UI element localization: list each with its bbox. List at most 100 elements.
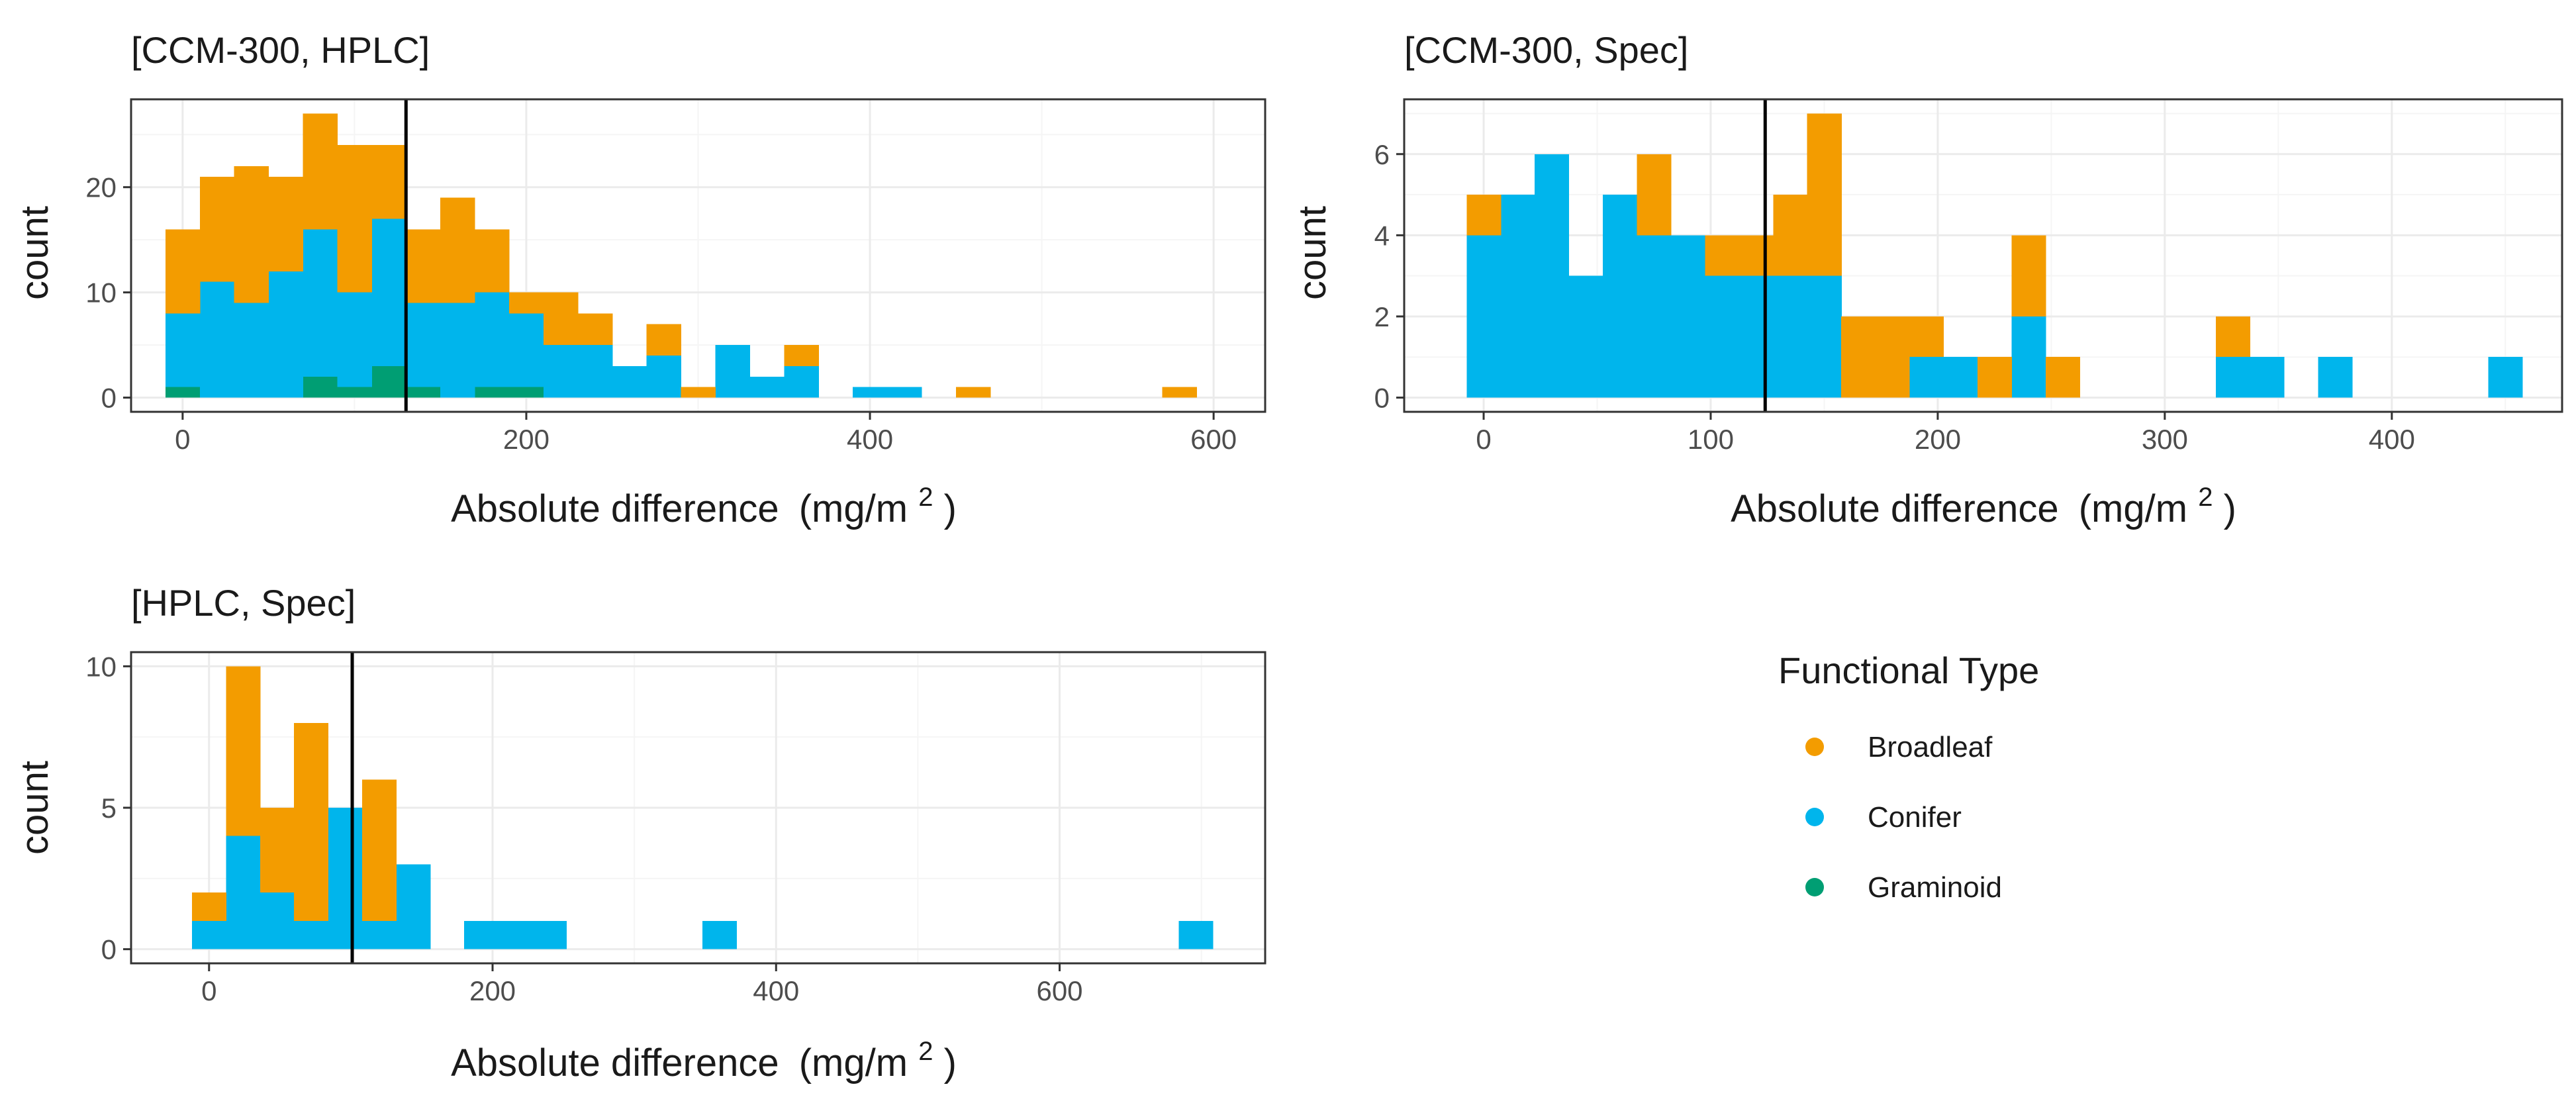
- legend-label-graminoid: Graminoid: [1868, 871, 2002, 904]
- bar-broadleaf: [1977, 357, 2012, 398]
- y-tick-label: 2: [1374, 301, 1390, 332]
- bar-broadleaf: [226, 666, 261, 836]
- bar-conifer: [226, 836, 261, 949]
- bar-conifer: [887, 387, 922, 398]
- bar-broadleaf: [475, 229, 510, 293]
- bar-graminoid: [337, 387, 372, 398]
- bar-broadleaf: [260, 808, 295, 893]
- bar-conifer: [362, 920, 397, 949]
- x-axis-label-superscript: 2: [2198, 483, 2213, 512]
- x-axis-label-unit-open: (mg/m: [2079, 487, 2187, 530]
- x-tick-label: 600: [1036, 975, 1082, 1006]
- x-tick-label: 0: [175, 424, 190, 455]
- bar-conifer: [1807, 275, 1842, 398]
- x-tick-label: 600: [1190, 424, 1237, 455]
- bar-broadleaf: [234, 166, 269, 303]
- bar-broadleaf: [1841, 316, 1876, 398]
- bar-broadleaf: [2045, 357, 2080, 398]
- bar-conifer: [1178, 920, 1214, 949]
- x-axis-label: Absolute difference (mg/m 2 ): [1731, 471, 2236, 530]
- bar-broadleaf: [1466, 195, 1502, 236]
- bar-conifer: [612, 365, 647, 398]
- bar-conifer: [715, 345, 750, 398]
- bar-broadleaf: [509, 292, 544, 314]
- bar-broadleaf: [440, 197, 475, 303]
- x-tick-label: 400: [847, 424, 893, 455]
- bar-conifer: [234, 303, 269, 398]
- y-axis-label: count: [13, 761, 56, 855]
- x-tick-label: 100: [1688, 424, 1734, 455]
- bar-graminoid: [406, 387, 441, 398]
- legend-key-conifer: [1805, 808, 1824, 826]
- bar-conifer: [1773, 275, 1808, 398]
- legend-title: Functional Type: [1778, 650, 2039, 691]
- bar-conifer: [1466, 235, 1502, 398]
- bar-conifer: [646, 355, 682, 398]
- bar-conifer: [475, 292, 510, 387]
- legend-label-broadleaf: Broadleaf: [1868, 731, 1993, 763]
- bar-broadleaf: [646, 324, 682, 356]
- bar-conifer: [371, 218, 406, 366]
- bar-graminoid: [303, 376, 338, 398]
- bar-graminoid: [509, 387, 544, 398]
- bar-conifer: [532, 920, 567, 949]
- ticks: 0 100 200 300 400 0 2 4 6: [1374, 139, 2415, 455]
- x-axis-label: Absolute difference (mg/m 2 ): [451, 471, 957, 530]
- bar-conifer: [303, 229, 338, 377]
- bar-conifer: [396, 864, 431, 949]
- bar-broadleaf: [577, 313, 613, 346]
- bar-conifer: [192, 920, 227, 949]
- bar-broadleaf: [268, 176, 304, 271]
- y-tick-label: 6: [1374, 139, 1390, 170]
- bar-broadleaf: [543, 292, 579, 346]
- legend-key-graminoid: [1805, 878, 1824, 896]
- bars: [165, 113, 1197, 398]
- y-tick-label: 0: [101, 383, 117, 414]
- bar-conifer: [268, 271, 304, 398]
- bar-conifer: [1670, 235, 1705, 398]
- bar-conifer: [328, 808, 363, 949]
- bar-broadleaf: [199, 176, 235, 282]
- y-tick-label: 10: [85, 277, 117, 309]
- x-tick-label: 200: [469, 975, 516, 1006]
- panel-hplc-spec: [HPLC, Spec] 0 200 400 600 0 5 10 count Absolu…: [13, 582, 1266, 1084]
- bar-conifer: [2216, 357, 2251, 398]
- bar-graminoid: [475, 387, 510, 398]
- x-axis-label-superscript: 2: [918, 483, 933, 512]
- bar-broadleaf: [1909, 316, 1944, 358]
- panel-border: [130, 98, 1266, 413]
- bar-conifer: [749, 376, 785, 398]
- bar-broadleaf: [406, 229, 441, 303]
- bar-broadleaf: [2011, 235, 2046, 316]
- x-axis-label-unit-close: ): [2224, 487, 2236, 530]
- bar-conifer: [406, 303, 441, 387]
- bar-conifer: [260, 892, 295, 949]
- x-axis-label-main: Absolute difference: [451, 1041, 779, 1084]
- bar-conifer: [2488, 357, 2523, 398]
- bar-conifer: [702, 920, 737, 949]
- x-axis-label-unit-open: (mg/m: [799, 487, 908, 530]
- x-tick-label: 0: [1476, 424, 1491, 455]
- bar-conifer: [1943, 357, 1978, 398]
- bar-conifer: [1909, 357, 1944, 398]
- legend-key-broadleaf: [1805, 738, 1824, 756]
- bar-broadleaf: [681, 387, 716, 398]
- bar-conifer: [784, 365, 819, 398]
- bar-broadleaf: [337, 145, 372, 293]
- bar-broadleaf: [165, 229, 201, 314]
- bar-graminoid: [165, 387, 201, 398]
- bar-conifer: [1637, 235, 1672, 398]
- bar-conifer: [294, 920, 329, 949]
- y-tick-label: 4: [1374, 220, 1390, 251]
- legend-label-conifer: Conifer: [1868, 801, 1962, 834]
- bar-conifer: [1603, 195, 1638, 398]
- bar-broadleaf: [1807, 113, 1842, 276]
- bar-conifer: [2318, 357, 2353, 398]
- bar-broadleaf: [784, 345, 819, 366]
- x-tick-label: 300: [2142, 424, 2188, 455]
- bar-conifer: [853, 387, 888, 398]
- bar-conifer: [577, 345, 613, 398]
- y-tick-label: 10: [85, 651, 117, 682]
